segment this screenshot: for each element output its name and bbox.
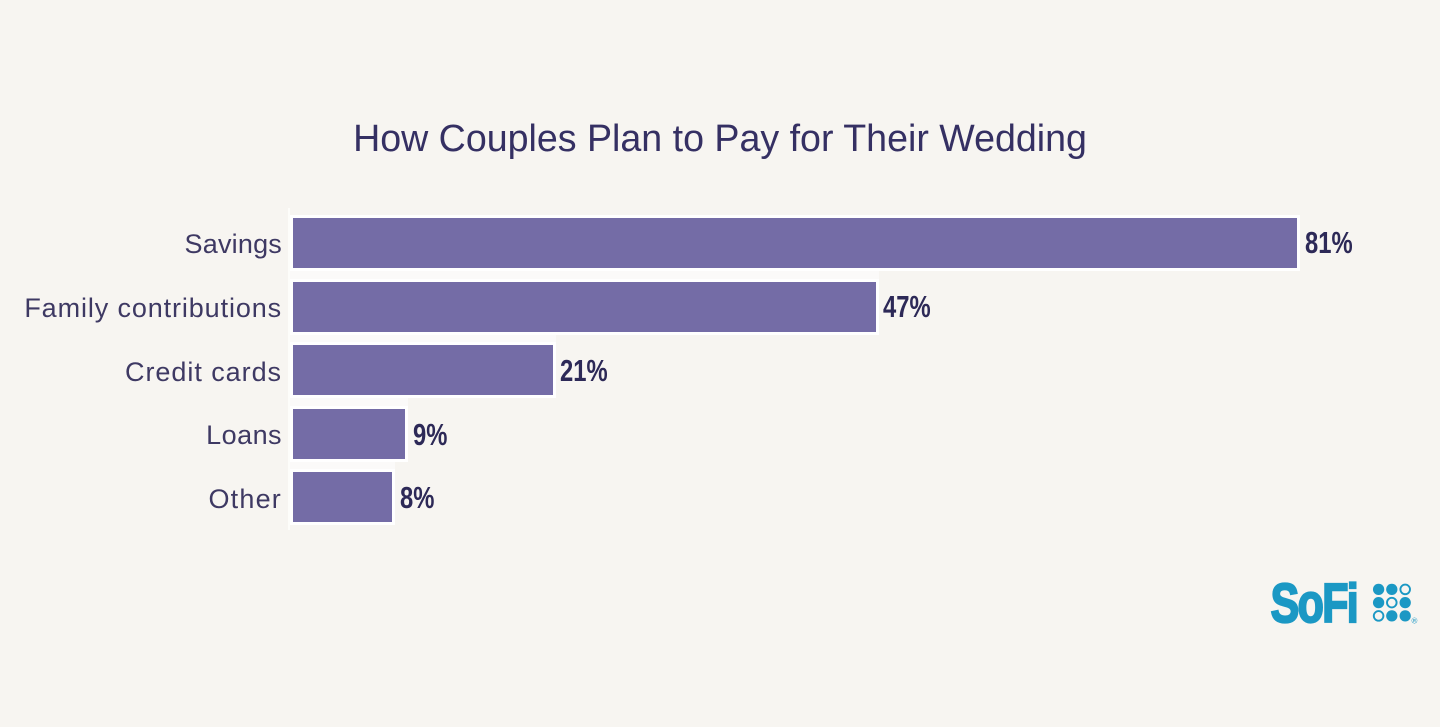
svg-text:®: ® (1412, 617, 1418, 626)
svg-text:SoFi: SoFi (1271, 577, 1359, 627)
